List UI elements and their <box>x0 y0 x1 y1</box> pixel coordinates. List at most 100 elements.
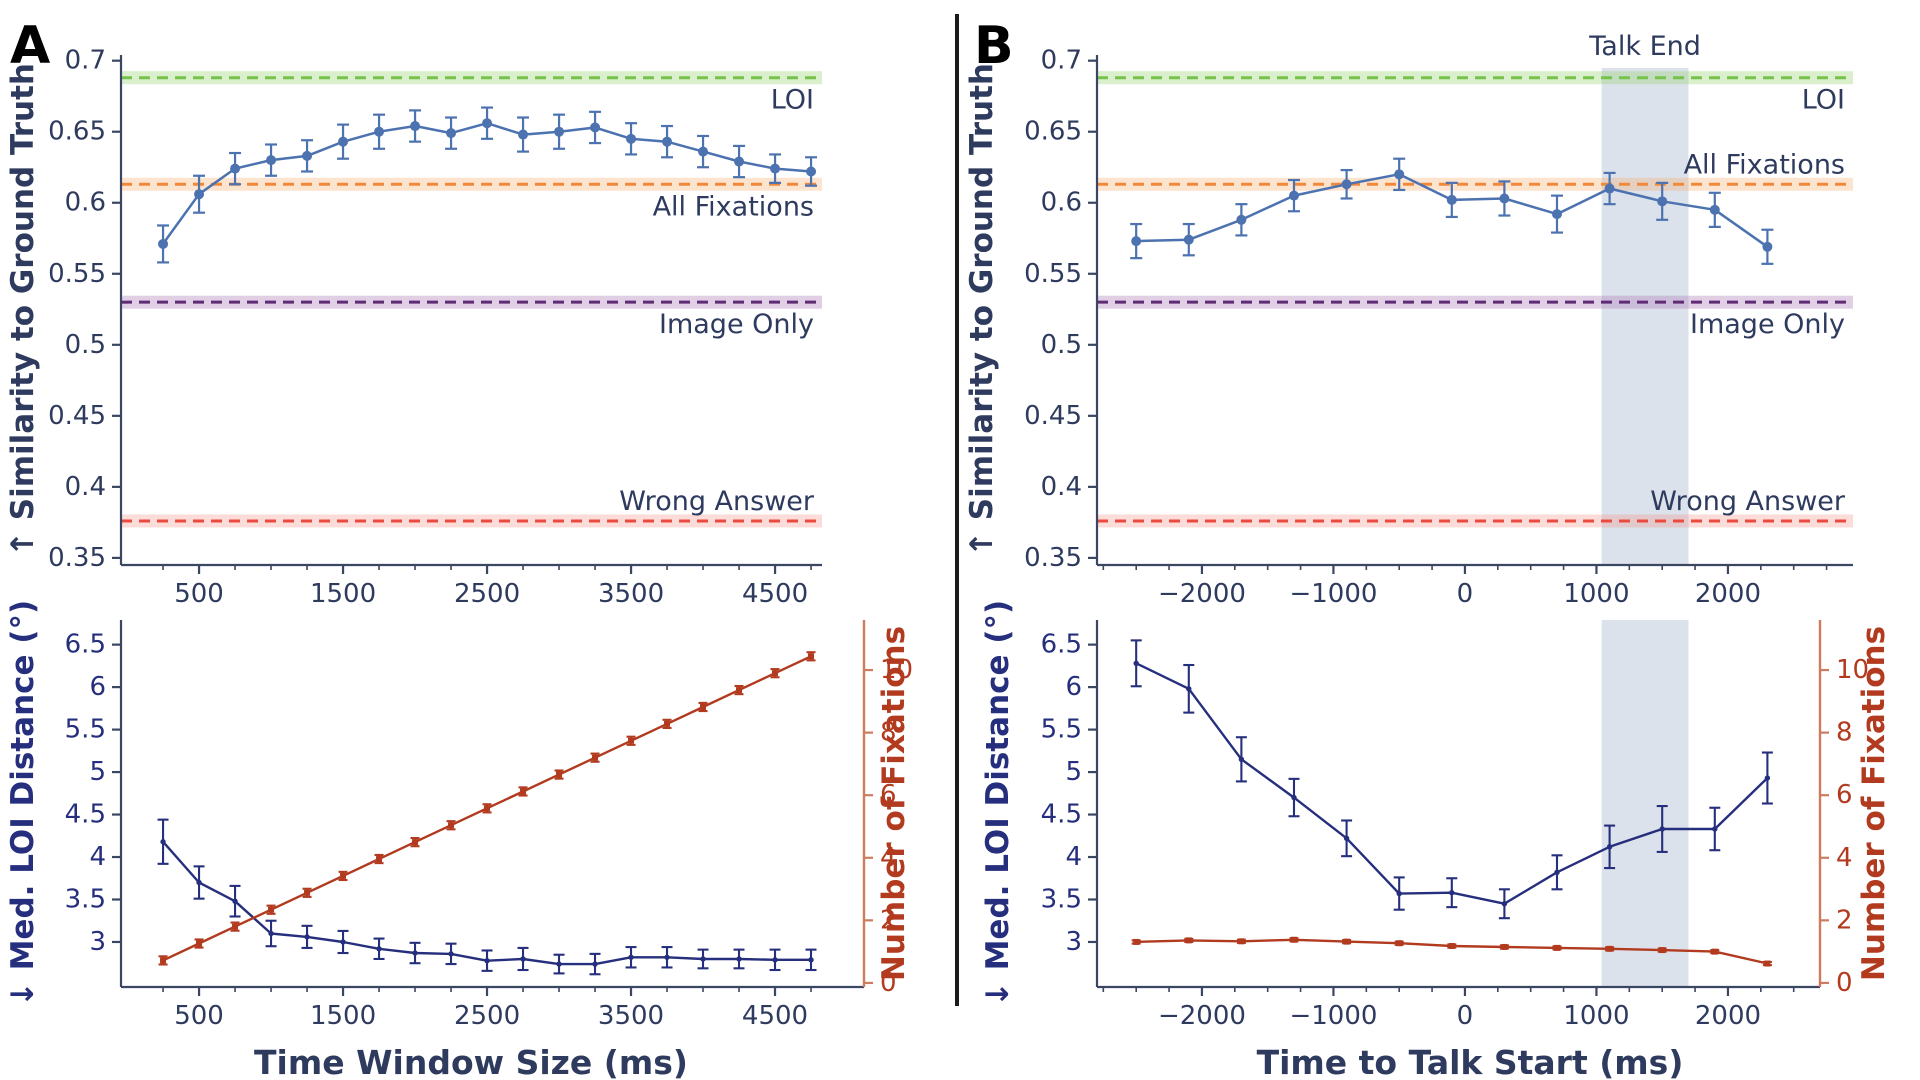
y2-tick-label: 0 <box>880 968 897 998</box>
ref-line-wrong_answer: Wrong Answer <box>1097 486 1853 528</box>
y2-tick-label: 6 <box>1836 780 1853 810</box>
image_only-label: Image Only <box>659 309 814 340</box>
x-tick-label: −2000 <box>1158 1001 1246 1031</box>
y-tick-label: 6 <box>1065 672 1082 702</box>
x-tick-label: 0 <box>1457 579 1474 609</box>
ref-line-all_fixations: All Fixations <box>1097 149 1853 191</box>
y-axis-label: ↑ Similarity to Ground Truth <box>964 63 1000 557</box>
y-tick-label: 0.5 <box>65 330 106 360</box>
all_fixations-label: All Fixations <box>653 191 814 222</box>
y-tick-label: 0.6 <box>65 188 106 218</box>
number-of-fixations-series <box>158 651 816 966</box>
y2-tick-label: 10 <box>880 655 913 685</box>
y-tick-label: 3 <box>1065 927 1082 957</box>
y-axis-label: ↑ Similarity to Ground Truth <box>5 63 41 557</box>
median-loi-distance-series <box>157 818 817 976</box>
y2-tick-label: 0 <box>1836 968 1853 998</box>
x-tick-label: 2500 <box>454 1001 520 1031</box>
y2-tick-label: 4 <box>880 843 897 873</box>
number-of-fixations-series <box>1131 936 1772 967</box>
wrong_answer-label: Wrong Answer <box>1650 486 1846 517</box>
panel-divider <box>955 14 959 1006</box>
talk-end-band <box>1601 68 1689 565</box>
y2-tick-label: 8 <box>1836 718 1853 748</box>
y-tick-label: 4 <box>1065 842 1082 872</box>
x-axis-label: Time Window Size (ms) <box>254 1043 688 1080</box>
x-tick-label: 2000 <box>1695 1001 1761 1031</box>
all_fixations-label: All Fixations <box>1684 149 1845 180</box>
loi-label: LOI <box>771 85 814 116</box>
ref-line-loi: LOI <box>121 71 822 116</box>
y-tick-label: 0.7 <box>1041 46 1082 76</box>
y-tick-label: 4.5 <box>65 800 106 830</box>
panel-b-label: B <box>974 16 1014 76</box>
x-tick-label: 1000 <box>1563 1001 1629 1031</box>
y-tick-label: 0.65 <box>1024 117 1082 147</box>
ref-line-wrong_answer: Wrong Answer <box>121 486 822 528</box>
y-tick-label: 5.5 <box>65 715 106 745</box>
y-tick-label: 0.35 <box>48 543 106 573</box>
y-tick-label: 4 <box>89 842 106 872</box>
y-tick-label: 0.5 <box>1041 330 1082 360</box>
y-tick-label: 5.5 <box>1041 715 1082 745</box>
y-tick-label: 0.55 <box>1024 259 1082 289</box>
axes-b_top: −2000 −1000 0 1000 2000 0.35 0.4 0.45 0.5 0.55 0.6… <box>1024 46 1853 609</box>
x-tick-label: 3500 <box>598 579 664 609</box>
ref-line-image_only: Image Only <box>1097 295 1853 340</box>
panel-a-label: A <box>10 16 51 76</box>
y-tick-label: 6.5 <box>65 630 106 660</box>
talk-end-label: Talk End <box>1588 31 1701 62</box>
similarity-vs-talkstart-series <box>1130 157 1774 265</box>
y-tick-label: 6.5 <box>1041 630 1082 660</box>
y-axis-label: ↓ Med. LOI Distance (°) <box>980 600 1016 1007</box>
y-tick-label: 5 <box>1065 757 1082 787</box>
y-tick-label: 5 <box>89 757 106 787</box>
x-tick-label: −1000 <box>1289 1001 1377 1031</box>
y2-tick-label: 8 <box>880 718 897 748</box>
axes-a_bottom: 500 1500 2500 3500 4500 3 3.5 4 4.5 5 5.5 6 6.5 0 2 4 6 8… <box>65 620 913 1031</box>
axes-b_bottom: −2000 −1000 0 1000 2000 3 3.5 4 4.5 5 5.5 6 6.5 0 2 4 6 8… <box>1041 620 1869 1031</box>
image_only-label: Image Only <box>1690 309 1845 340</box>
axes-a_top: 500 1500 2500 3500 4500 0.35 0.4 0.45 0.5 0.55 0.6… <box>48 46 822 609</box>
chart-a_bottom: 500 1500 2500 3500 4500 3 3.5 4 4.5 5 5.5 6 6.5 0 2 4 6 8… <box>5 600 913 1080</box>
x-tick-label: 4500 <box>742 579 808 609</box>
x-tick-label: 1500 <box>310 579 376 609</box>
y-tick-label: 3.5 <box>1041 884 1082 914</box>
y2-tick-label: 2 <box>880 905 897 935</box>
y-tick-label: 4.5 <box>1041 800 1082 830</box>
ref-line-loi: LOI <box>1097 71 1853 116</box>
y-tick-label: 0.45 <box>48 401 106 431</box>
x-tick-label: 3500 <box>598 1001 664 1031</box>
x-tick-label: 0 <box>1457 1001 1474 1031</box>
y-tick-label: 0.45 <box>1024 401 1082 431</box>
y2-tick-label: 6 <box>880 780 897 810</box>
y-tick-label: 0.55 <box>48 259 106 289</box>
x-tick-label: −2000 <box>1158 579 1246 609</box>
y2-axis-label: Number of Fixations <box>876 626 912 981</box>
x-tick-label: 4500 <box>742 1001 808 1031</box>
x-tick-label: 500 <box>174 579 224 609</box>
y-tick-label: 0.35 <box>1024 543 1082 573</box>
y2-axis-label: Number of Fixations <box>1856 626 1892 981</box>
y-tick-label: 0.4 <box>1041 472 1082 502</box>
similarity-vs-window-series <box>157 106 818 264</box>
loi-label: LOI <box>1802 85 1845 116</box>
ref-line-image_only: Image Only <box>121 295 822 340</box>
ref-line-all_fixations: All Fixations <box>121 177 822 222</box>
y-tick-label: 0.6 <box>1041 188 1082 218</box>
y-axis-label: ↓ Med. LOI Distance (°) <box>5 600 41 1007</box>
y2-tick-label: 10 <box>1836 655 1869 685</box>
y-tick-label: 3.5 <box>65 884 106 914</box>
median-loi-distance-series <box>1130 639 1773 920</box>
x-tick-label: 2000 <box>1695 579 1761 609</box>
chart-a_top: LOI All Fixations Image Only Wrong Answer 50… <box>5 46 822 609</box>
x-tick-label: 1500 <box>310 1001 376 1031</box>
y-tick-label: 6 <box>89 672 106 702</box>
y-tick-label: 3 <box>89 927 106 957</box>
x-tick-label: −1000 <box>1289 579 1377 609</box>
x-axis-label: Time to Talk Start (ms) <box>1257 1043 1684 1080</box>
x-tick-label: 2500 <box>454 579 520 609</box>
x-tick-label: 1000 <box>1563 579 1629 609</box>
